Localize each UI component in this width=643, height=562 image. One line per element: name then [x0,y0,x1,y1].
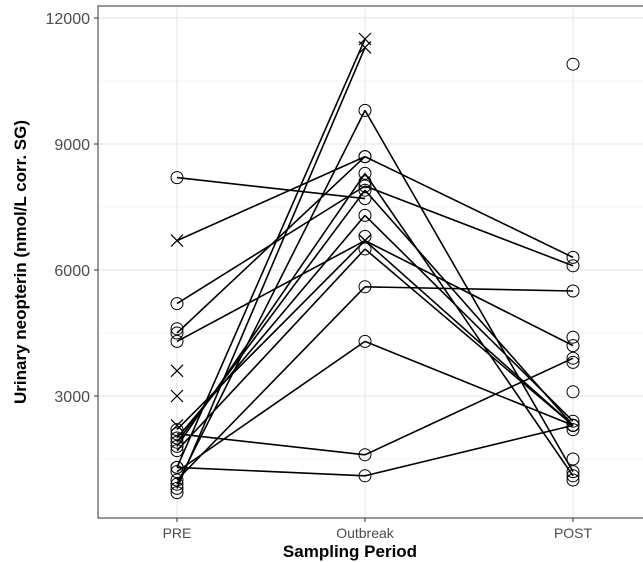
circle-marker [358,334,372,348]
panel-border [97,5,643,519]
circle-marker [358,280,372,294]
circle-marker [358,448,372,462]
circle-marker [566,473,580,487]
circle-marker [566,418,580,432]
series-segment [364,155,574,259]
circle-marker [566,469,580,483]
circle-marker [358,469,372,483]
circle-marker [170,439,184,453]
x-marker-stroke [170,389,184,403]
circle-marker [170,465,184,479]
x-axis-title: Sampling Period [283,542,417,561]
x-marker [170,389,184,403]
circle-marker [170,427,184,441]
circle-marker [566,351,580,365]
circle-marker [170,423,184,437]
x-marker [170,418,184,432]
circle-marker [566,385,580,399]
circle-marker [358,183,372,197]
circle-marker [358,208,372,222]
circle-marker [170,431,184,445]
series-segment [176,176,366,200]
circle-marker [358,175,372,189]
circle-marker [358,179,372,193]
series-segment [364,239,574,347]
circle-marker [566,339,580,353]
x-marker [358,40,372,54]
circle-marker [358,103,372,117]
series-segment [176,110,366,485]
circle-marker [170,486,184,500]
circle-marker [170,297,184,311]
series-segment [364,172,574,477]
series-lines [176,38,574,489]
x-marker [170,364,184,378]
circle-marker [566,465,580,479]
series-segment [176,248,366,452]
series-segment [364,357,574,456]
x-tick-label: PRE [163,525,192,541]
series-segment [176,286,366,481]
series-segment [176,38,366,468]
circle-marker [566,330,580,344]
y-tick-label: 9000 [54,137,90,154]
circle-marker [170,444,184,458]
series-segment [364,248,574,427]
series-segment [364,340,574,427]
grid-lines [98,6,643,518]
x-tick-label: POST [554,525,593,541]
circle-marker [170,473,184,487]
series-segment [176,47,366,489]
circle-marker [358,229,372,243]
circle-marker [358,192,372,206]
circle-marker [566,57,580,71]
circle-marker [170,435,184,449]
y-tick-label: 6000 [54,263,90,280]
series-segment [176,156,366,334]
circle-marker [566,355,580,369]
circle-marker [566,259,580,273]
series-segment [364,286,574,292]
data-markers [170,32,580,500]
circle-marker [566,414,580,428]
x-marker-stroke [358,40,372,54]
circle-marker [566,423,580,437]
series-segment [176,155,366,242]
y-tick-label: 3000 [54,389,90,406]
x-marker-stroke [170,234,184,248]
series-segment [176,172,366,447]
series-segment [176,239,366,343]
circle-marker [170,171,184,185]
y-axis-ticks: 3000 6000 9000 12000 [46,11,98,406]
series-segment [176,340,366,473]
circle-marker [566,250,580,264]
x-marker-stroke [170,418,184,432]
circle-marker [170,481,184,495]
circle-marker [170,322,184,336]
circle-marker [170,460,184,474]
x-marker-stroke [170,364,184,378]
series-segment [364,185,574,267]
series-segment [364,424,574,477]
circle-marker [358,166,372,180]
x-axis-ticks: PRE Outbreak POST [163,518,593,541]
circle-marker [358,150,372,164]
series-segment [176,433,366,456]
series-segment [176,466,366,477]
series-segment [364,240,574,426]
y-axis-title: Urinary neopterin (nmol/L corr. SG) [11,120,30,404]
series-segment [364,189,574,426]
circle-marker [358,242,372,256]
circle-marker [170,334,184,348]
x-tick-label: Outbreak [336,525,395,541]
y-tick-label: 12000 [46,11,91,28]
x-marker [170,234,184,248]
circle-marker [170,477,184,491]
series-segment [176,240,366,431]
circle-marker [566,452,580,466]
circle-marker [566,284,580,298]
circle-marker [170,326,184,340]
